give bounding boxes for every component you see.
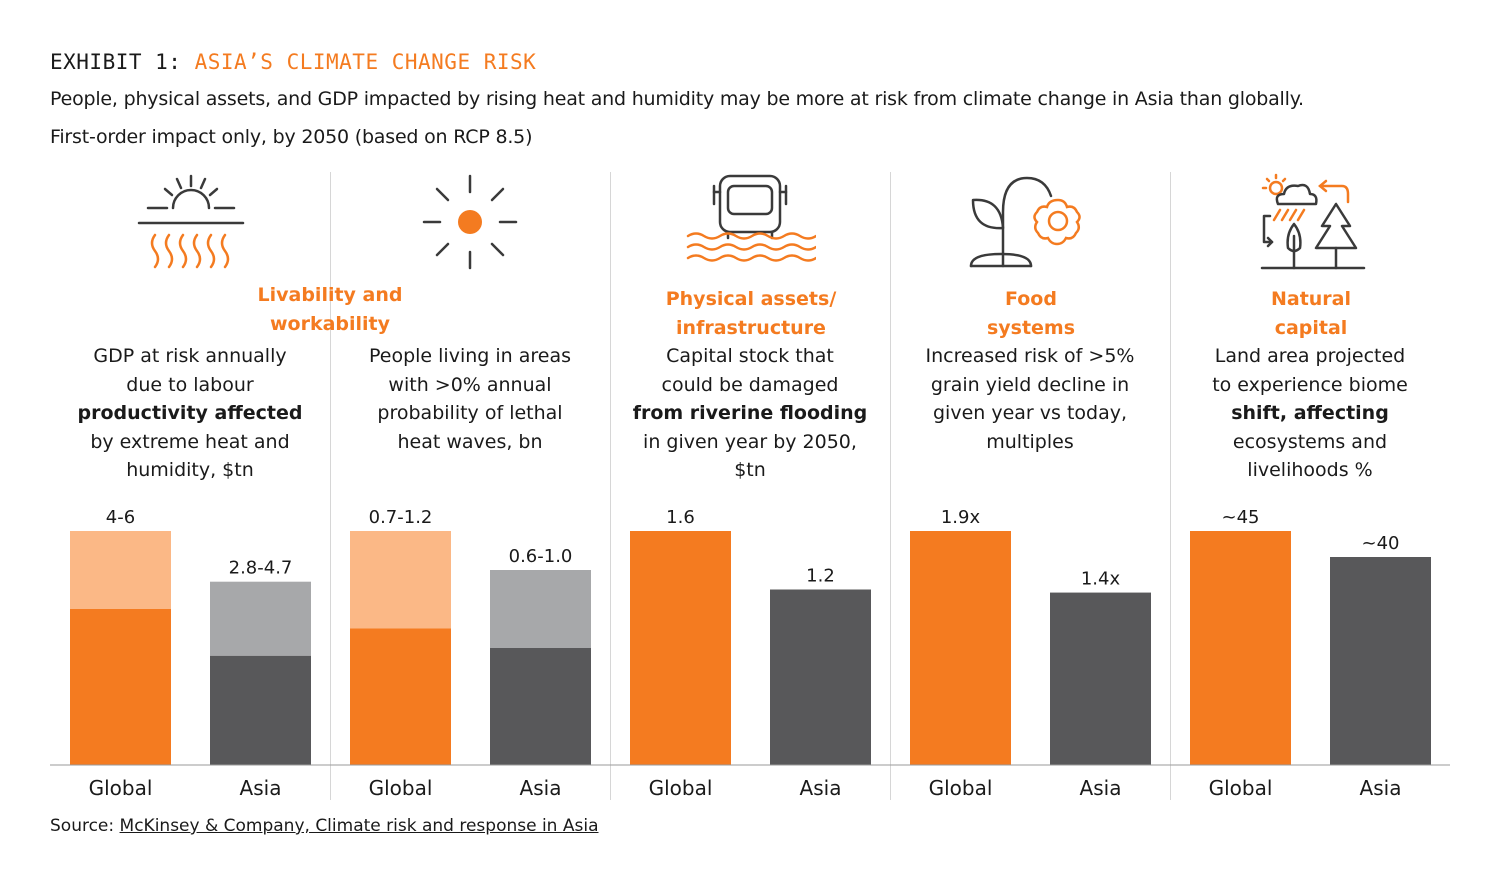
description-line: ecosystems and — [1232, 430, 1388, 453]
description-line: due to labour — [126, 373, 254, 396]
data-label: 1.2 — [806, 566, 835, 587]
data-label: 0.7-1.2 — [369, 507, 433, 528]
description-line: by extreme heat and — [90, 430, 290, 453]
data-label: 0.6-1.0 — [509, 546, 573, 567]
data-label: 1.9x — [941, 507, 981, 528]
category-label-line: Physical assets/ — [665, 288, 837, 310]
description-line: from riverine flooding — [632, 402, 868, 424]
bar-global — [70, 609, 171, 765]
data-label: 2.8-4.7 — [229, 558, 293, 579]
panel-description-biome-shift: Land area projected to experience biome … — [1170, 342, 1450, 485]
exhibit-title: EXHIBIT 1: ASIA’S CLIMATE CHANGE RISK — [50, 50, 536, 74]
category-food-systems: Food systems — [891, 285, 1171, 343]
bar-asia — [490, 648, 591, 765]
bar-global — [350, 628, 451, 765]
panel-description-flooding: Capital stock that could be damaged from… — [610, 342, 890, 485]
description-line: with >0% annual — [388, 373, 552, 396]
description-line: humidity, $tn — [126, 459, 254, 481]
weather-ecosystem-icon — [1260, 173, 1366, 270]
bar-asia — [770, 589, 871, 765]
x-tick-label: Asia — [1080, 776, 1122, 800]
category-label-line: Food — [1005, 288, 1057, 310]
exhibit-label: EXHIBIT 1: — [50, 50, 182, 74]
category-label-line: infrastructure — [676, 317, 826, 339]
description-line: to experience biome — [1212, 373, 1408, 396]
source-label: Source: — [50, 816, 115, 836]
x-tick-label: Asia — [520, 776, 562, 800]
description-line: heat waves, bn — [397, 430, 543, 453]
panel-description-heat-waves: People living in areas with >0% annual p… — [330, 342, 610, 456]
description-line: GDP at risk annually — [93, 345, 287, 367]
category-label-line: capital — [1274, 317, 1348, 339]
description-line: given year vs today, — [932, 402, 1128, 424]
plant-flower-icon — [969, 176, 1081, 268]
bar-range-asia — [490, 570, 591, 648]
chart-note: First-order impact only, by 2050 (based … — [50, 126, 533, 148]
bar-range-global — [350, 531, 451, 629]
panel-divider — [1170, 172, 1171, 800]
panel-description-gdp: GDP at risk annually due to labour produ… — [50, 342, 330, 485]
source-link[interactable]: McKinsey & Company, Climate risk and res… — [119, 816, 599, 836]
x-tick-label: Global — [369, 776, 433, 800]
category-label-line: Natural — [1270, 288, 1352, 310]
panel-description-grain-yield: Increased risk of >5% grain yield declin… — [890, 342, 1170, 456]
category-physical-assets: Physical assets/ infrastructure — [611, 285, 891, 343]
bar-asia — [210, 655, 311, 765]
source-note: Source: McKinsey & Company, Climate risk… — [50, 816, 599, 836]
description-line: shift, affecting — [1231, 402, 1389, 424]
x-tick-label: Global — [929, 776, 993, 800]
category-label-line: Livability and — [257, 284, 403, 306]
bar-range-global — [70, 531, 171, 609]
panel-divider — [890, 172, 891, 800]
data-label: 1.6 — [666, 507, 695, 528]
x-tick-label: Asia — [240, 776, 282, 800]
x-tick-label: Global — [1209, 776, 1273, 800]
description-line: productivity affected — [77, 402, 303, 424]
bar-range-asia — [210, 581, 311, 656]
category-livability-workability: Livability and workability — [190, 281, 470, 339]
x-tick-label: Global — [89, 776, 153, 800]
category-natural-capital: Natural capital — [1171, 285, 1451, 343]
category-label-line: systems — [986, 317, 1076, 339]
category-label-line: workability — [269, 313, 391, 335]
description-line: livelihoods % — [1247, 459, 1373, 481]
exhibit-heading: ASIA’S CLIMATE CHANGE RISK — [194, 50, 537, 74]
data-label: ~45 — [1222, 507, 1260, 528]
panel-divider — [330, 172, 331, 800]
x-tick-label: Asia — [800, 776, 842, 800]
heat-humidity-icon — [137, 174, 245, 269]
description-line: People living in areas — [368, 345, 571, 367]
sun-icon — [422, 174, 518, 270]
description-line: Capital stock that — [666, 345, 834, 367]
description-line: Increased risk of >5% — [925, 345, 1135, 367]
bar-asia — [1050, 592, 1151, 765]
x-tick-label: Asia — [1360, 776, 1402, 800]
description-line: probability of lethal — [377, 402, 563, 424]
panel-divider — [610, 172, 611, 800]
data-label: ~40 — [1362, 533, 1400, 554]
data-label: 1.4x — [1081, 569, 1121, 590]
bar-global — [1190, 531, 1291, 765]
x-tick-label: Global — [649, 776, 713, 800]
description-line: grain yield decline in — [930, 373, 1130, 396]
description-line: multiples — [986, 430, 1074, 453]
description-line: in given year by 2050, — [643, 430, 857, 453]
bar-global — [910, 531, 1011, 765]
description-line: Land area projected — [1214, 345, 1406, 367]
bar-global — [630, 531, 731, 765]
description-line: could be damaged — [661, 373, 839, 396]
flooded-vehicle-icon — [686, 174, 816, 262]
data-label: 4-6 — [106, 507, 135, 528]
description-line: $tn — [734, 459, 766, 481]
chart-subtitle: People, physical assets, and GDP impacte… — [50, 88, 1304, 110]
bar-asia — [1330, 557, 1431, 765]
